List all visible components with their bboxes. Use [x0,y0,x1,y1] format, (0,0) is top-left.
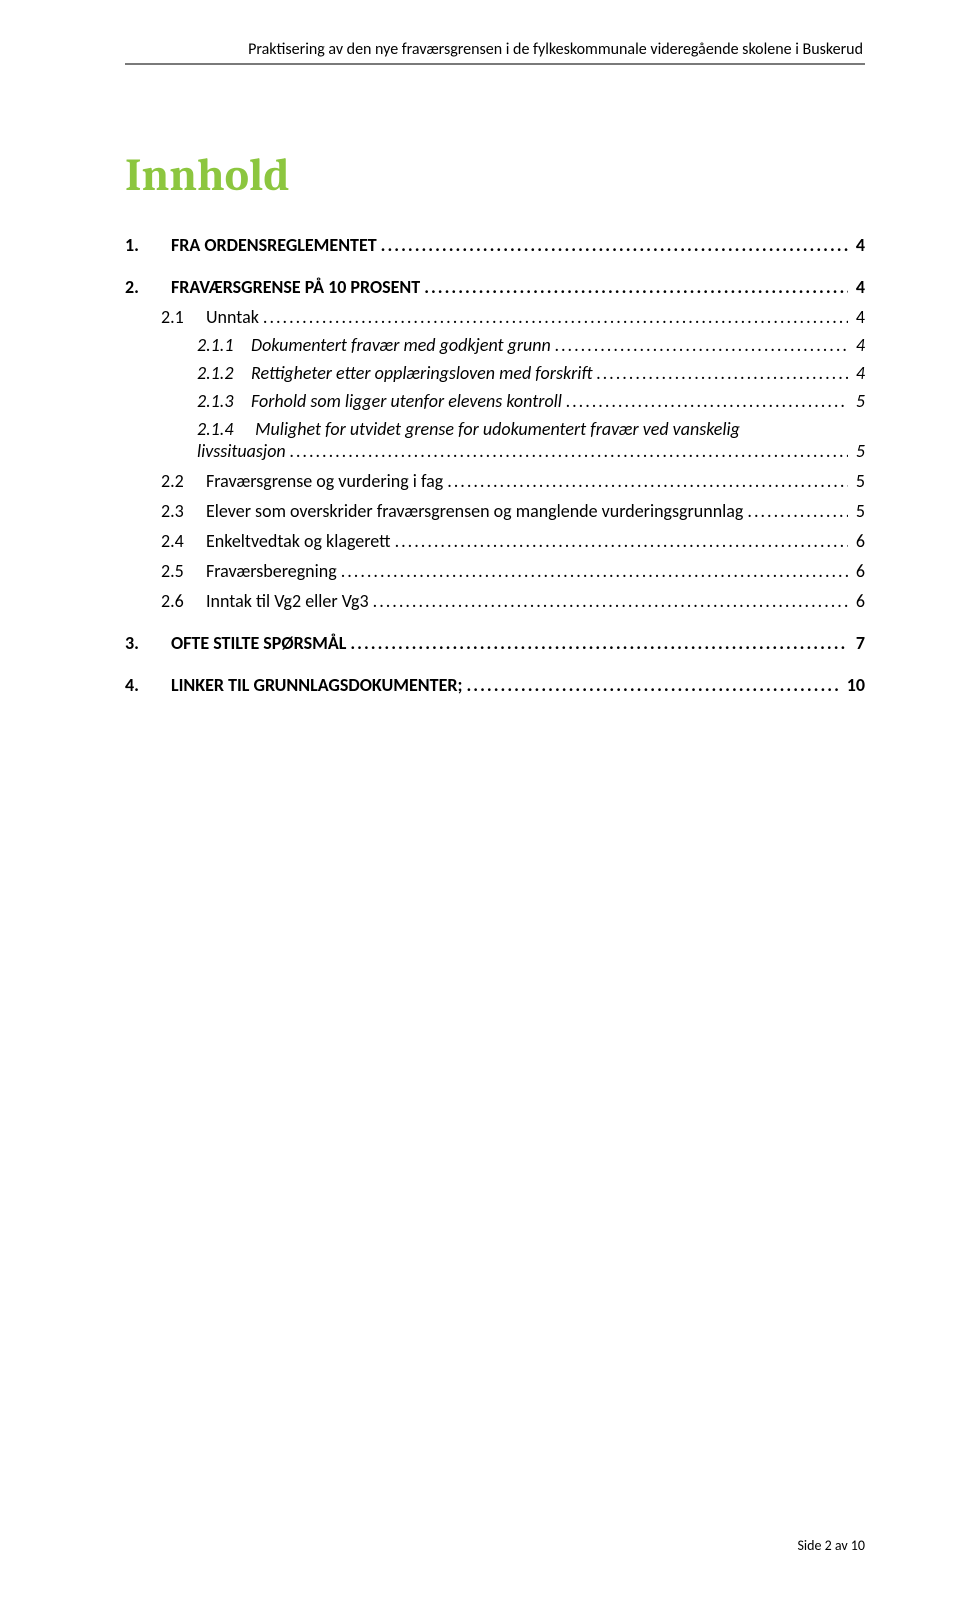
running-head: Praktisering av den nye fraværsgrensen i… [125,40,865,59]
toc-leader: ........................................… [395,530,848,552]
header-rule [125,63,865,65]
toc-label: livssituasjon [197,440,286,462]
toc-page: 4 [852,234,865,256]
toc-page: 5 [852,470,865,492]
toc-label: Elever som overskrider fraværsgrensen og… [206,500,743,522]
toc-label: Rettigheter etter opplæringsloven med fo… [251,362,592,384]
toc-label: Enkeltvedtak og klagerett [206,530,391,552]
toc-label: Dokumentert fravær med godkjent grunn [251,334,551,356]
toc-leader: ........................................… [566,390,848,412]
toc-number: 3. [125,632,171,654]
toc-entry: 2.2 Fraværsgrense og vurdering i fag ...… [125,470,865,492]
toc-label: Unntak [206,306,259,328]
toc-leader: ........................................… [381,234,848,256]
toc-entry: 2.1.4 Mulighet for utvidet grense for ud… [125,418,865,462]
toc-label: Inntak til Vg2 eller Vg3 [206,590,369,612]
toc-number: 2.1.4 [197,418,251,440]
toc-entry: 2.1.2 Rettigheter etter opplæringsloven … [125,362,865,384]
toc-number: 2.1.2 [197,362,251,384]
toc-page: 5 [852,440,865,462]
toc-entry: 2.5 Fraværsberegning ...................… [125,560,865,582]
toc-page: 6 [852,590,865,612]
toc-label: FRA ORDENSREGLEMENTET [171,234,377,256]
toc-number: 2.4 [161,530,206,552]
toc-entry: 2.4 Enkeltvedtak og klagerett ..........… [125,530,865,552]
page-footer: Side 2 av 10 [797,1537,865,1554]
toc-leader: ........................................… [350,632,848,654]
toc-leader: ........................................… [290,440,848,462]
toc-label: LINKER TIL GRUNNLAGSDOKUMENTER; [171,674,462,696]
toc-page: 4 [852,276,865,298]
toc-leader: ........................................… [263,306,848,328]
toc-leader: ........................................… [424,276,848,298]
toc-page: 6 [852,530,865,552]
toc-label: Fraværsgrense og vurdering i fag [206,470,443,492]
toc-leader: ........................................… [596,362,847,384]
toc-leader: ........................................… [341,560,848,582]
toc-number: 2.3 [161,500,206,522]
toc-number: 2.1.1 [197,334,251,356]
toc-entry: 1. FRA ORDENSREGLEMENTET ...............… [125,234,865,256]
toc-page: 6 [852,560,865,582]
toc-entry: 2.1.3 Forhold som ligger utenfor elevens… [125,390,865,412]
toc-number: 4. [125,674,171,696]
toc-page: 5 [852,500,865,522]
toc-page: 4 [852,306,865,328]
toc-page: 7 [852,632,865,654]
toc-entry: 2.6 Inntak til Vg2 eller Vg3 ...........… [125,590,865,612]
toc-number: 2.6 [161,590,206,612]
toc-label: Mulighet for utvidet grense for udokumen… [255,418,740,440]
toc-number: 2.1 [161,306,206,328]
toc-entry: 3. OFTE STILTE SPØRSMÅL ................… [125,632,865,654]
toc-entry: 2. FRAVÆRSGRENSE PÅ 10 PROSENT .........… [125,276,865,298]
toc-entry: 4. LINKER TIL GRUNNLAGSDOKUMENTER; .....… [125,674,865,696]
toc-leader: ........................................… [466,674,838,696]
toc-leader: ........................................… [373,590,848,612]
toc-page: 4 [852,362,865,384]
toc-entry: 2.1 Unntak .............................… [125,306,865,328]
toc-label: OFTE STILTE SPØRSMÅL [171,632,346,654]
toc-label: FRAVÆRSGRENSE PÅ 10 PROSENT [171,276,420,298]
toc-page: 5 [852,390,865,412]
toc-number: 2.5 [161,560,206,582]
toc-page: 4 [852,334,865,356]
page-title: Innhold [125,149,865,202]
toc-number: 2.1.3 [197,390,251,412]
toc-number: 2. [125,276,171,298]
toc-leader: ........................................… [555,334,848,356]
table-of-contents: 1. FRA ORDENSREGLEMENTET ...............… [125,234,865,696]
toc-label: Forhold som ligger utenfor elevens kontr… [251,390,562,412]
toc-label: Fraværsberegning [206,560,337,582]
toc-number: 1. [125,234,171,256]
toc-entry: 2.1.1 Dokumentert fravær med godkjent gr… [125,334,865,356]
toc-number: 2.2 [161,470,206,492]
toc-page: 10 [843,674,865,696]
toc-leader: ........................................… [447,470,848,492]
page: Praktisering av den nye fraværsgrensen i… [0,0,960,696]
toc-leader: ........................................… [747,500,847,522]
toc-entry: 2.3 Elever som overskrider fraværsgrense… [125,500,865,522]
